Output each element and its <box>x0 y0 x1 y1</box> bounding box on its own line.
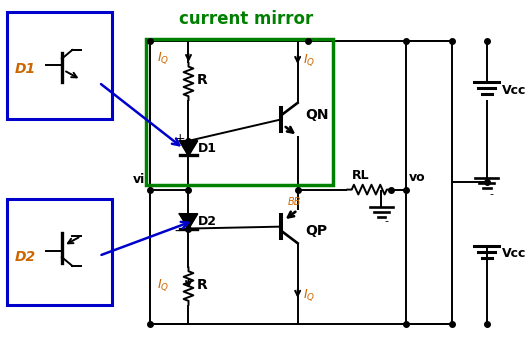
Bar <box>146 39 333 185</box>
Text: $I_Q$: $I_Q$ <box>157 277 170 293</box>
Text: Vcc: Vcc <box>502 247 527 260</box>
Text: vi: vi <box>132 173 145 186</box>
Text: D1: D1 <box>15 62 36 76</box>
Text: RL: RL <box>352 169 370 182</box>
Polygon shape <box>180 214 197 229</box>
Text: $I_Q$: $I_Q$ <box>157 50 170 66</box>
Text: $I_Q$: $I_Q$ <box>303 52 315 68</box>
Text: +: + <box>175 133 186 145</box>
Text: $I_Q$: $I_Q$ <box>303 287 315 303</box>
Text: QN: QN <box>305 108 329 121</box>
Text: D2: D2 <box>198 215 217 228</box>
Text: R: R <box>196 73 207 87</box>
Text: vo: vo <box>409 171 426 184</box>
Bar <box>7 199 112 304</box>
Text: QP: QP <box>305 224 328 238</box>
Text: Vcc: Vcc <box>502 84 527 97</box>
Text: -: - <box>175 224 180 238</box>
Polygon shape <box>180 141 197 156</box>
Bar <box>7 12 112 119</box>
Text: D2: D2 <box>15 250 36 264</box>
Text: -: - <box>384 216 388 226</box>
Text: -: - <box>490 189 493 199</box>
Text: current mirror: current mirror <box>179 10 313 28</box>
Text: BB: BB <box>288 197 302 207</box>
Text: D1: D1 <box>198 142 217 155</box>
Text: R: R <box>196 278 207 292</box>
